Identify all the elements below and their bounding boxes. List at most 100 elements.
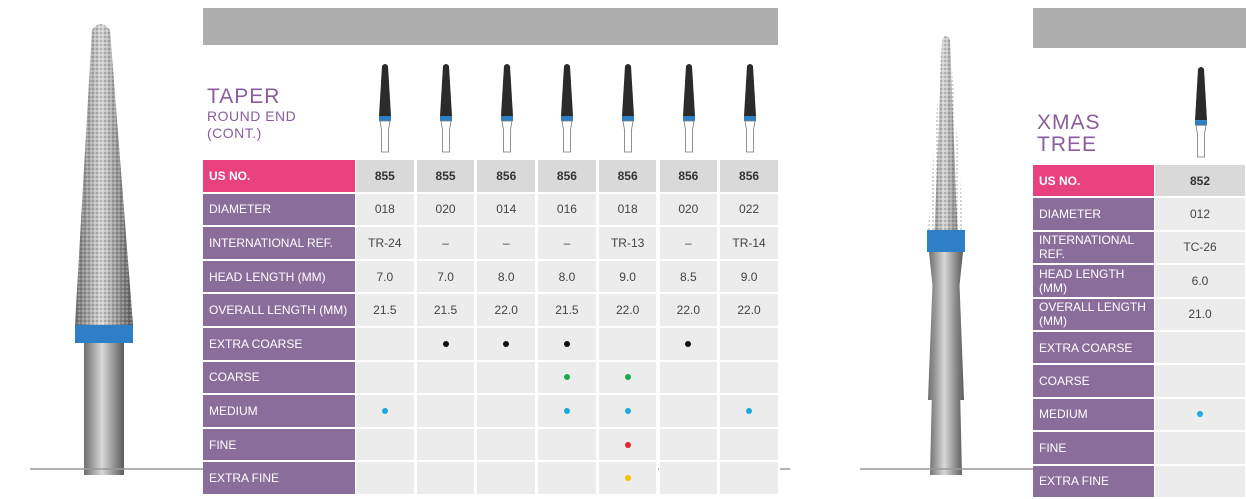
- row-label: EXTRA COARSE: [1033, 332, 1154, 366]
- grit-dot: [563, 340, 570, 347]
- cell: 22.0: [658, 294, 720, 328]
- cell: 856: [658, 160, 720, 194]
- cell: [1154, 398, 1246, 433]
- cell: [476, 462, 538, 496]
- cell: [537, 462, 598, 496]
- grit-dot: [1197, 411, 1203, 418]
- cell: 22.0: [719, 294, 780, 328]
- cell: 21.0: [1154, 298, 1246, 332]
- grit-dot: [624, 475, 631, 482]
- bur-image: [927, 36, 965, 475]
- cell: 012: [1154, 198, 1246, 232]
- bur-icon: [561, 64, 574, 153]
- cell: [415, 462, 477, 496]
- cell: –: [537, 227, 598, 261]
- cell: 6.0: [1154, 265, 1246, 299]
- grit-dot: [624, 374, 631, 381]
- cell: [476, 328, 538, 362]
- row-label: FINE: [1033, 432, 1154, 466]
- cell: [355, 428, 416, 463]
- grit-dot: [381, 407, 388, 414]
- title-line: TAPER: [207, 85, 281, 108]
- grit-dot: [685, 340, 692, 347]
- grit-dot: [563, 374, 570, 381]
- cell: [355, 395, 416, 429]
- cell: [719, 462, 780, 496]
- cell: [415, 361, 477, 396]
- row-label: EXTRA FINE: [1033, 465, 1154, 499]
- cell: [658, 361, 720, 396]
- cell: TR-13: [597, 227, 659, 261]
- row-label: COARSE: [203, 361, 355, 396]
- cell: 855: [415, 160, 477, 194]
- cell: 018: [355, 193, 416, 228]
- grit-dot: [746, 407, 753, 414]
- bur-icon: [379, 64, 392, 153]
- row-label: MEDIUM: [1033, 398, 1154, 433]
- row-label: INTERNATIONAL REF.: [1033, 231, 1154, 266]
- row-label: FINE: [203, 428, 355, 463]
- bur-image: [75, 24, 133, 475]
- bur-icon: [682, 64, 695, 153]
- grit-dot: [563, 407, 570, 414]
- cell: [355, 328, 416, 362]
- cell: [415, 328, 477, 362]
- cell: [719, 395, 780, 429]
- bur-icon: [440, 64, 453, 153]
- cell: 856: [537, 160, 598, 194]
- cell: [476, 361, 538, 396]
- row-label: INTERNATIONAL REF.: [203, 227, 355, 261]
- cell: [476, 395, 538, 429]
- row-label: COARSE: [1033, 365, 1154, 399]
- row-label: DIAMETER: [203, 193, 355, 228]
- cell: 8.5: [658, 260, 720, 295]
- cell: 8.0: [537, 260, 598, 295]
- cell: 21.5: [537, 294, 598, 328]
- page: (() => { const data = JSON.parse(documen…: [30, 8, 1246, 499]
- cell: [537, 428, 598, 463]
- cell: 018: [597, 193, 659, 228]
- bur-icon: [1194, 67, 1207, 158]
- cell: 852: [1154, 165, 1246, 199]
- cell: [658, 328, 720, 362]
- cell: [1154, 432, 1246, 466]
- header-bar: [1033, 8, 1246, 48]
- grit-dot: [624, 441, 631, 448]
- cell: [597, 395, 659, 429]
- cell: [355, 361, 416, 396]
- row-label: EXTRA COARSE: [203, 328, 355, 362]
- cell: 8.0: [476, 260, 538, 295]
- cell: 21.5: [355, 294, 416, 328]
- row-label: OVERALL LENGTH (MM): [203, 294, 355, 328]
- cell: TR-14: [719, 227, 780, 261]
- cell: [658, 395, 720, 429]
- cell: –: [658, 227, 720, 261]
- row-label: OVERALL LENGTH (MM): [1033, 298, 1154, 332]
- cell: [537, 361, 598, 396]
- cell: [537, 395, 598, 429]
- bur-icon: [622, 64, 635, 153]
- cell: 020: [415, 193, 477, 228]
- cell: [1154, 332, 1246, 366]
- grit-dot: [624, 407, 631, 414]
- cell: 856: [719, 160, 780, 194]
- cell: [719, 328, 780, 362]
- cell: [719, 361, 780, 396]
- cell: 016: [537, 193, 598, 228]
- row-label: HEAD LENGTH (MM): [203, 260, 355, 295]
- cell: [597, 361, 659, 396]
- cell: 014: [476, 193, 538, 228]
- title-line: ROUND END: [207, 108, 297, 124]
- row-label: MEDIUM: [203, 395, 355, 429]
- cell: [658, 428, 720, 463]
- grit-dot: [503, 340, 510, 347]
- cell: –: [415, 227, 477, 261]
- cell: 856: [476, 160, 538, 194]
- bur-icon: [743, 64, 756, 153]
- row-label: US NO.: [1033, 165, 1154, 199]
- cell: 020: [658, 193, 720, 228]
- cell: TC-26: [1154, 231, 1246, 266]
- title-line: (CONT.): [207, 125, 262, 141]
- row-label: HEAD LENGTH (MM): [1033, 265, 1154, 299]
- cell: TR-24: [355, 227, 416, 261]
